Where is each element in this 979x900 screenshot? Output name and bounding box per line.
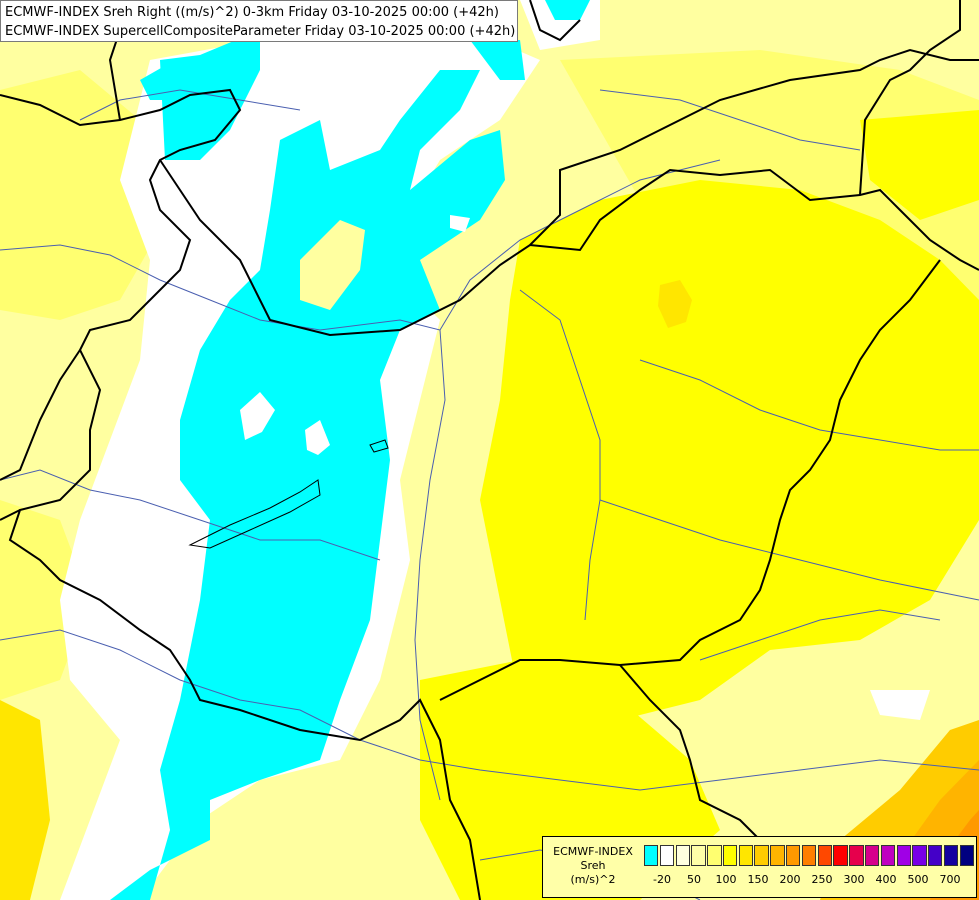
legend-swatch xyxy=(722,845,738,866)
legend-tick-label: -20 xyxy=(653,873,671,886)
legend-tick-label: 100 xyxy=(715,873,737,886)
legend-title-line-1: ECMWF-INDEX xyxy=(553,845,633,858)
title-line-2: ECMWF-INDEX SupercellCompositeParameter … xyxy=(5,24,516,39)
yellow-area xyxy=(860,110,979,220)
legend-tick-label: 700 xyxy=(939,873,961,886)
title-box: ECMWF-INDEX Sreh Right ((m/s)^2) 0-3km F… xyxy=(0,0,518,42)
legend-swatch xyxy=(896,845,911,866)
legend-swatch xyxy=(659,845,675,866)
legend-ticks: -20 50 100 150 200 250 300 400 500 700 xyxy=(644,873,974,889)
lake-outline xyxy=(188,479,321,549)
title-line-1: ECMWF-INDEX Sreh Right ((m/s)^2) 0-3km F… xyxy=(5,5,499,20)
legend-swatch xyxy=(928,845,943,866)
legend-swatch xyxy=(770,845,785,866)
legend-tick-label: 150 xyxy=(747,873,769,886)
legend-swatch xyxy=(644,845,659,866)
cyan-area xyxy=(470,40,525,80)
legend-tick-label: 400 xyxy=(875,873,897,886)
legend-tick-label: 300 xyxy=(843,873,865,886)
gold-area xyxy=(658,280,692,328)
lake-outline xyxy=(369,439,389,453)
legend-tick-label: 500 xyxy=(907,873,929,886)
legend-swatches xyxy=(644,845,975,866)
legend-swatch xyxy=(675,845,690,866)
legend-swatch xyxy=(880,845,896,866)
gold-area xyxy=(0,700,50,900)
yellow-hole xyxy=(300,220,365,310)
legend-swatch xyxy=(912,845,927,866)
white-area xyxy=(870,690,930,720)
color-legend: ECMWF-INDEX Sreh (m/s)^2 -20 50 100 150 200 2… xyxy=(542,836,977,898)
legend-swatch xyxy=(801,845,817,866)
light-yellow-area xyxy=(0,70,160,320)
legend-swatch xyxy=(707,845,722,866)
cyan-area xyxy=(140,60,180,100)
legend-swatch xyxy=(786,845,801,866)
legend-swatch xyxy=(833,845,848,866)
legend-title: ECMWF-INDEX Sreh (m/s)^2 xyxy=(547,845,639,887)
legend-swatch xyxy=(738,845,754,866)
legend-title-line-2: Sreh xyxy=(580,859,606,872)
legend-swatch xyxy=(754,845,769,866)
white-hole xyxy=(450,215,470,232)
legend-swatch xyxy=(943,845,959,866)
white-hole xyxy=(240,392,275,440)
legend-title-line-3: (m/s)^2 xyxy=(570,873,616,886)
white-hole xyxy=(305,420,330,455)
legend-swatch xyxy=(959,845,975,866)
legend-tick-label: 50 xyxy=(687,873,701,886)
yellow-area xyxy=(480,180,979,740)
legend-tick-label: 250 xyxy=(811,873,833,886)
legend-tick-label: 200 xyxy=(779,873,801,886)
cyan-area xyxy=(545,0,590,20)
legend-swatch xyxy=(691,845,706,866)
legend-swatch xyxy=(849,845,864,866)
legend-swatch xyxy=(817,845,832,866)
cyan-area xyxy=(110,70,505,900)
legend-swatch xyxy=(864,845,880,866)
